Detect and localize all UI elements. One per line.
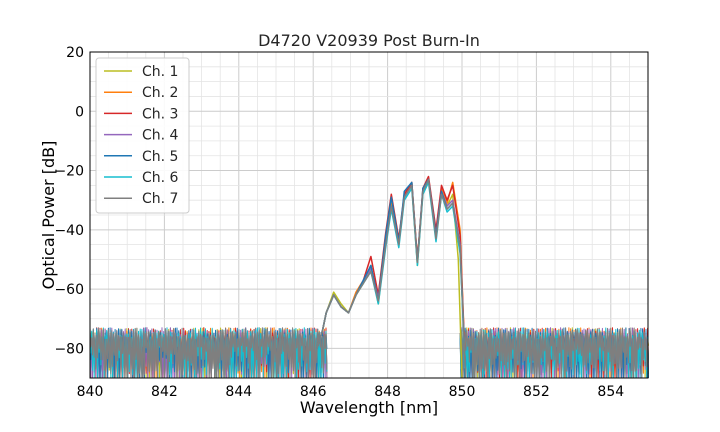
x-tick-label: 850 bbox=[449, 384, 476, 400]
noise-floor bbox=[89, 327, 649, 379]
y-tick-label: −80 bbox=[54, 341, 84, 357]
x-tick-labels: 840 842 844 846 848 850 852 854 bbox=[77, 384, 625, 400]
series-line-7 bbox=[316, 178, 467, 379]
legend-label: Ch. 4 bbox=[142, 128, 179, 144]
x-tick-label: 846 bbox=[300, 384, 327, 400]
plot-frame bbox=[89, 51, 649, 379]
y-tick-label: −60 bbox=[54, 282, 84, 298]
y-axis-label: Optical Power [dB] bbox=[39, 141, 58, 290]
axes-frame bbox=[89, 51, 649, 379]
legend-label: Ch. 5 bbox=[142, 149, 178, 165]
x-tick-label: 842 bbox=[151, 384, 178, 400]
x-tick-label: 844 bbox=[225, 384, 252, 400]
noise-7-2 bbox=[459, 327, 649, 379]
x-tick-label: 848 bbox=[374, 384, 401, 400]
chart-title: D4720 V20939 Post Burn-In bbox=[258, 31, 480, 50]
series-lines bbox=[316, 175, 467, 379]
legend-label: Ch. 6 bbox=[142, 170, 179, 186]
y-tick-label: 0 bbox=[75, 104, 84, 120]
noise-7-1 bbox=[89, 327, 328, 379]
y-tick-label: 20 bbox=[66, 45, 84, 61]
x-tick-label: 852 bbox=[523, 384, 550, 400]
legend-label: Ch. 1 bbox=[142, 64, 178, 80]
y-tick-labels: 20 0 −20 −40 −60 −80 bbox=[54, 45, 84, 357]
legend-box bbox=[95, 57, 190, 214]
y-tick-label: −20 bbox=[54, 164, 84, 180]
x-axis-label: Wavelength [nm] bbox=[300, 398, 438, 417]
legend: Ch. 1 Ch. 2 Ch. 3 Ch. 4 Ch. 5 Ch. 6 Ch. 7 bbox=[95, 57, 190, 214]
legend-label: Ch. 2 bbox=[142, 85, 178, 101]
legend-label: Ch. 3 bbox=[142, 106, 178, 122]
x-tick-label: 840 bbox=[77, 384, 104, 400]
legend-label: Ch. 7 bbox=[142, 191, 178, 207]
x-tick-label: 854 bbox=[597, 384, 624, 400]
y-tick-label: −40 bbox=[54, 223, 84, 239]
